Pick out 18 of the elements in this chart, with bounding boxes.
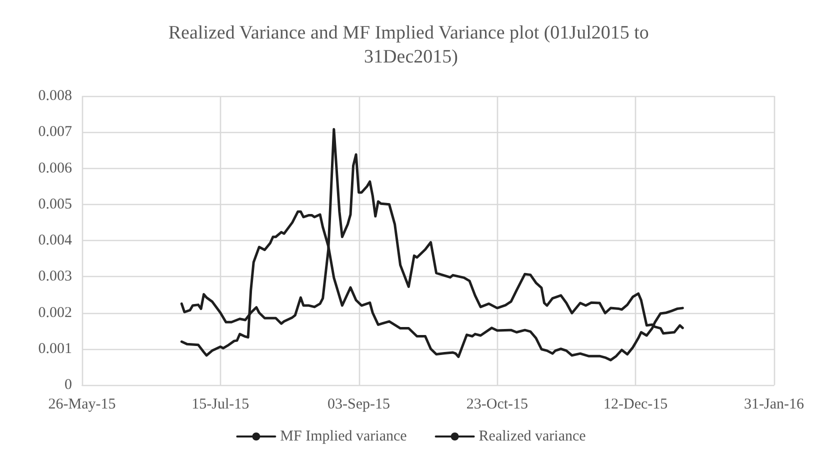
y-tick-label: 0.002 bbox=[38, 304, 72, 321]
y-tick-label: 0.004 bbox=[38, 232, 72, 248]
y-tick-label: 0.008 bbox=[38, 88, 72, 104]
x-tick-label: 23-Oct-15 bbox=[466, 396, 528, 412]
x-tick-label: 15-Jul-15 bbox=[192, 396, 250, 412]
x-tick-label: 26-May-15 bbox=[48, 396, 116, 412]
y-tick-label: 0 bbox=[64, 377, 72, 393]
x-tick-label: 03-Sep-15 bbox=[328, 396, 390, 412]
legend-label: MF Implied variance bbox=[280, 428, 408, 444]
chart-title: Realized Variance and MF Implied Variance plot (01Jul2015 to 31Dec2015) bbox=[168, 22, 654, 68]
y-tick-label: 0.005 bbox=[38, 196, 72, 212]
y-tick-label: 0.003 bbox=[38, 268, 72, 285]
legend-label: Realized variance bbox=[478, 428, 586, 444]
y-tick-label: 0.007 bbox=[38, 124, 72, 140]
y-tick-label: 0.001 bbox=[38, 340, 72, 357]
x-tick-label: 12-Dec-15 bbox=[604, 396, 668, 412]
x-tick-label: 31-Jan-16 bbox=[744, 396, 804, 412]
y-tick-label: 0.006 bbox=[38, 160, 72, 176]
